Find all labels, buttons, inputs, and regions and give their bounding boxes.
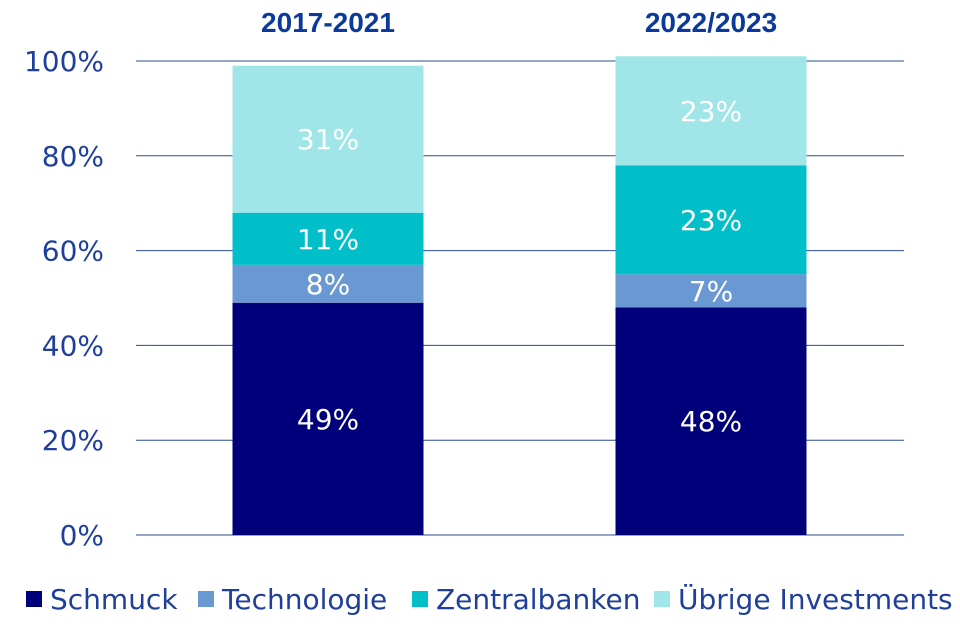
category-label: 2017-2021 (261, 7, 395, 38)
legend-swatch (198, 591, 214, 607)
segment-value-label: 8% (306, 268, 350, 301)
legend-label: Schmuck (50, 583, 178, 616)
bar-segment (615, 165, 807, 275)
segment-value-label: 23% (680, 204, 742, 237)
bar-segment (615, 307, 807, 535)
bar-segment (615, 274, 807, 308)
legend-label: Übrige Investments (678, 582, 953, 616)
y-tick-label: 60% (42, 235, 104, 268)
y-tick-label: 40% (42, 329, 104, 362)
y-tick-label: 0% (60, 519, 104, 552)
legend-label: Technologie (221, 583, 387, 616)
y-axis-ticks: 0% 20% 40% 60% 80% 100% (24, 45, 104, 552)
legend-label: Zentralbanken (436, 583, 640, 616)
segment-value-label: 49% (297, 403, 359, 436)
bar-segment (232, 212, 424, 265)
bar-segment (232, 302, 424, 535)
category-label: 2022/2023 (645, 7, 777, 38)
bar-segment (232, 264, 424, 303)
legend-swatch (654, 591, 670, 607)
segment-value-label: 11% (297, 223, 359, 256)
segment-value-label: 23% (680, 95, 742, 128)
bars (232, 56, 807, 535)
category-labels: 2017-2021 2022/2023 (261, 7, 777, 38)
y-tick-label: 100% (24, 45, 104, 78)
segment-labels: 49% 8% 11% 31% 48% 7% 23% 23% (297, 95, 742, 438)
bar-segment (232, 65, 424, 213)
bar-segment (615, 56, 807, 166)
legend-swatch (26, 591, 42, 607)
segment-value-label: 7% (689, 275, 733, 308)
segment-value-label: 31% (297, 123, 359, 156)
y-tick-label: 80% (42, 140, 104, 173)
segment-value-label: 48% (680, 405, 742, 438)
legend: Schmuck Technologie Zentralbanken Übrige In… (26, 582, 953, 616)
y-tick-label: 20% (42, 424, 104, 457)
legend-swatch (412, 591, 428, 607)
